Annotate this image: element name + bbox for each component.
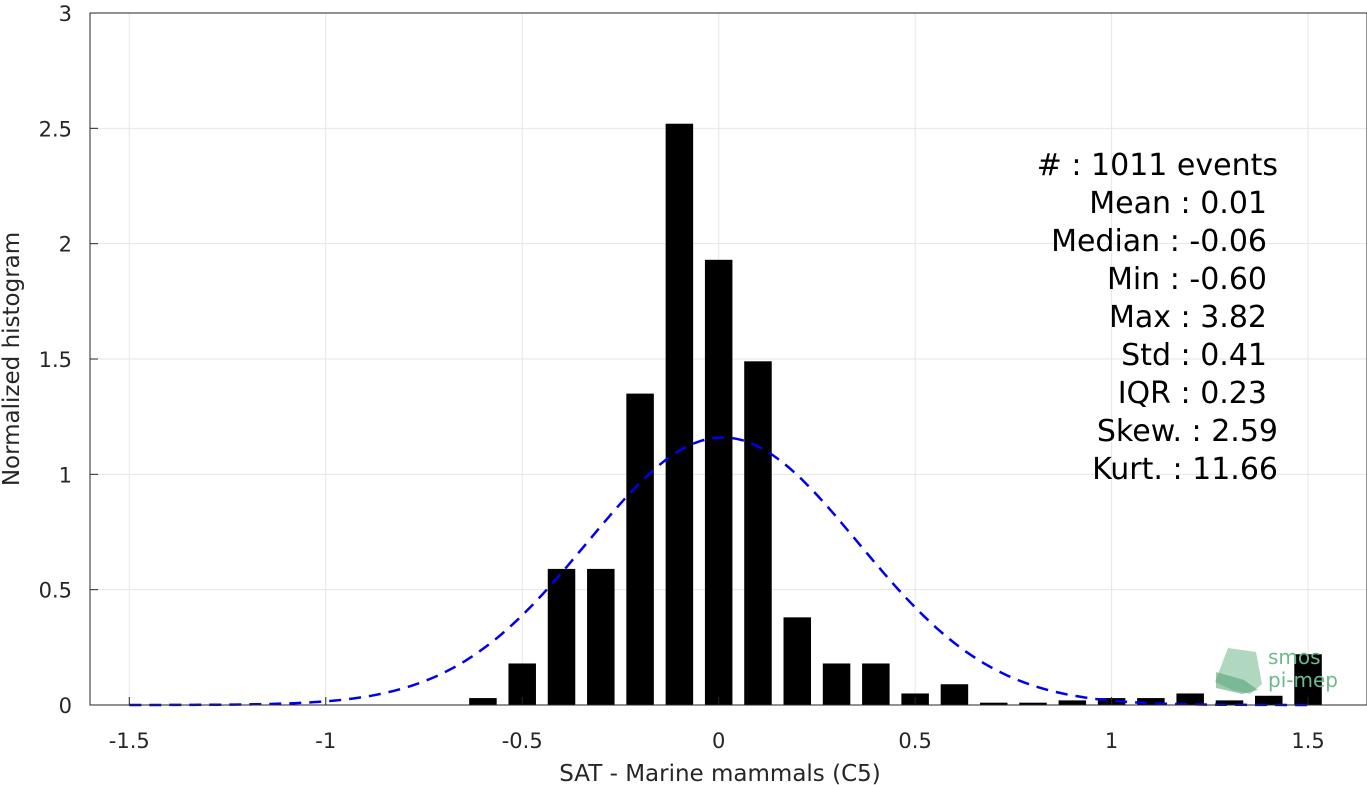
histogram-bar [626, 393, 654, 705]
stat-line: Kurt. : 11.66 [1092, 452, 1278, 487]
histogram-bar [704, 259, 733, 705]
logo-line1: smos [1268, 645, 1321, 669]
normal-fit-curve [129, 436, 1309, 707]
x-tick-label: 1.5 [1291, 729, 1324, 753]
y-tick-label: 1.5 [39, 348, 72, 372]
histogram-bar [1294, 654, 1322, 705]
logo-line2: pi-mep [1268, 668, 1338, 692]
stat-line: Mean : 0.01 [1089, 186, 1267, 221]
y-tick-label: 3 [59, 2, 72, 26]
y-tick-label: 2.5 [39, 117, 72, 141]
y-axis-label: Normalized histogram [0, 232, 25, 486]
stat-line: Std : 0.41 [1121, 338, 1267, 373]
y-tick-label: 0.5 [39, 579, 72, 603]
histogram-bar [547, 568, 576, 705]
x-axis-label: SAT - Marine mammals (C5) [559, 761, 881, 785]
histogram-bar [665, 123, 694, 706]
histogram-bar [469, 698, 497, 705]
histogram-bar [940, 684, 969, 705]
histogram-bar [1058, 700, 1087, 705]
x-tick-label: -1 [315, 729, 336, 753]
histogram-bars [469, 123, 1322, 706]
histogram-bar [979, 702, 1008, 705]
y-tick-label: 1 [59, 463, 72, 487]
stat-line: # : 1011 events [1037, 148, 1278, 183]
x-axis-ticks: -1.5 -1 -0.5 0 0.5 1 1.5 [109, 697, 1325, 753]
histogram-bar [1019, 702, 1047, 705]
x-tick-label: -0.5 [502, 729, 543, 753]
histogram-bar [783, 617, 812, 705]
y-axis-ticks: 0 0.5 1 1.5 2 2.5 3 [39, 2, 98, 718]
y-tick-label: 0 [59, 694, 72, 718]
histogram-bar [587, 568, 615, 705]
histogram-bar [1176, 693, 1204, 705]
stat-line: IQR : 0.23 [1118, 376, 1267, 411]
smos-pimep-logo: smos pi-mep [1215, 645, 1338, 694]
stat-line: Median : -0.06 [1051, 224, 1267, 259]
histogram-bar [822, 663, 851, 705]
histogram-bar [1255, 695, 1283, 705]
histogram-bar [1137, 698, 1165, 705]
x-tick-label: 1 [1105, 729, 1118, 753]
y-tick-label: 2 [59, 233, 72, 257]
x-tick-label: -1.5 [109, 729, 150, 753]
histogram-bar [744, 361, 772, 705]
stat-line: Max : 3.82 [1109, 300, 1267, 335]
histogram-bar [862, 663, 890, 705]
x-tick-label: 0 [712, 729, 725, 753]
stat-line: Skew. : 2.59 [1097, 414, 1278, 449]
histogram-bar [1215, 700, 1244, 705]
x-tick-label: 0.5 [898, 729, 931, 753]
stat-line: Min : -0.60 [1107, 262, 1267, 297]
